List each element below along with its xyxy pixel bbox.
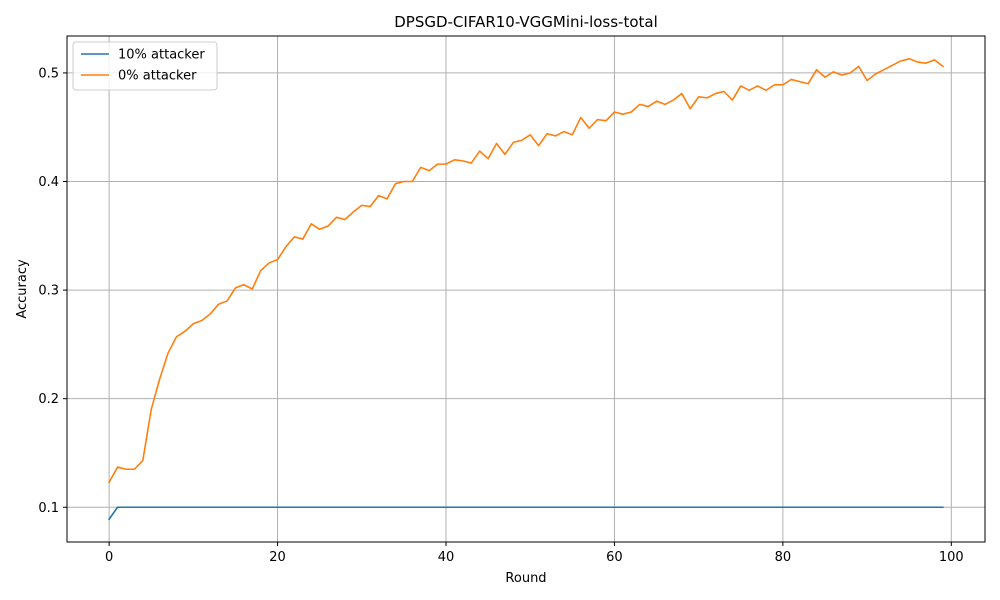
chart-title: DPSGD-CIFAR10-VGGMini-loss-total — [394, 13, 658, 31]
y-axis-ticks: 0.1 0.2 0.3 0.4 0.5 — [38, 66, 67, 516]
x-axis-ticks: 0 20 40 60 80 100 — [105, 542, 964, 565]
y-axis-label: Accuracy — [15, 259, 30, 319]
series-line-0 — [107, 506, 944, 521]
x-tick-label: 100 — [939, 550, 964, 565]
plot-frame — [66, 35, 986, 543]
x-tick-label: 60 — [606, 550, 623, 565]
legend-label-1: 0% attacker — [118, 69, 197, 84]
legend: 10% attacker 0% attacker — [72, 41, 218, 91]
y-tick-label: 0.2 — [38, 392, 59, 407]
legend-label-0: 10% attacker — [118, 48, 205, 63]
x-tick-label: 0 — [105, 550, 113, 565]
y-tick-label: 0.4 — [38, 175, 59, 190]
x-tick-label: 20 — [269, 550, 286, 565]
x-tick-label: 80 — [775, 550, 792, 565]
y-tick-label: 0.1 — [38, 501, 59, 516]
y-tick-label: 0.5 — [38, 66, 59, 81]
x-axis-label: Round — [505, 571, 546, 586]
y-tick-label: 0.3 — [38, 284, 59, 299]
series-lines — [107, 57, 945, 521]
series-line-1 — [108, 57, 945, 484]
x-tick-label: 40 — [438, 550, 455, 565]
